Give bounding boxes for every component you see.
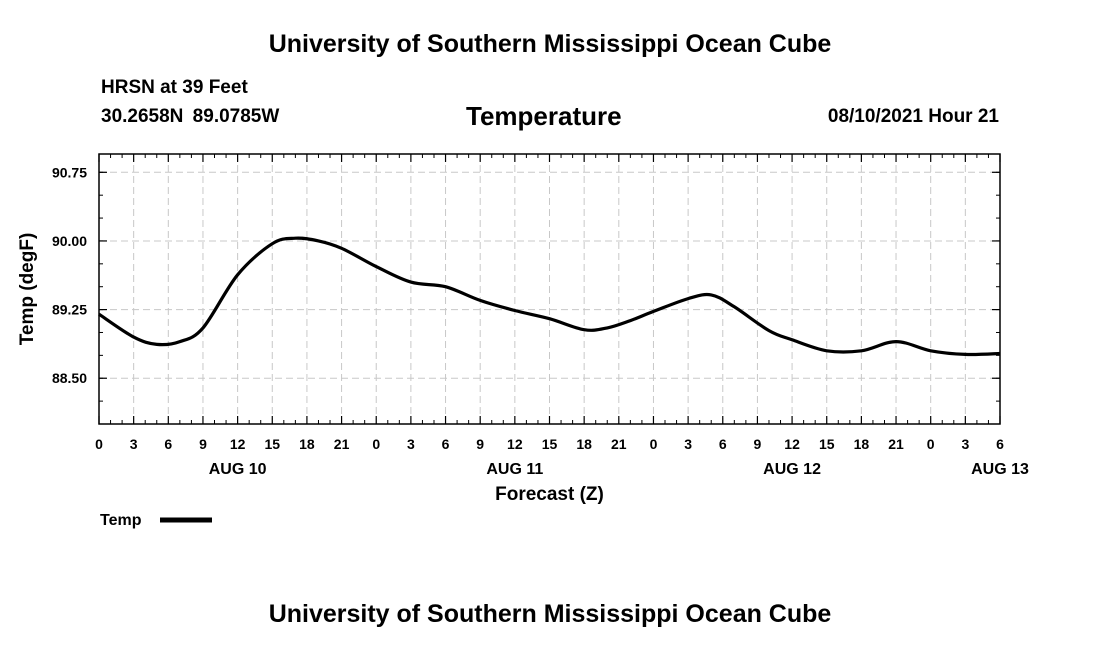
- chart-title: Temperature: [466, 101, 622, 131]
- y-tick-label: 90.75: [52, 164, 87, 180]
- legend: Temp: [100, 512, 212, 529]
- series-line-temp: [98, 236, 1001, 357]
- x-tick-label: 12: [230, 436, 246, 452]
- x-tick-label: 18: [854, 436, 870, 452]
- x-tick-label: 12: [507, 436, 523, 452]
- x-tick-label: 15: [819, 436, 835, 452]
- x-tick-label: 6: [442, 436, 450, 452]
- station-coordinates: 30.2658N 89.0785W: [101, 106, 280, 127]
- legend-label: Temp: [100, 512, 142, 529]
- x-tick-label: 21: [334, 436, 350, 452]
- x-tick-label: 18: [576, 436, 592, 452]
- footer-title: University of Southern Mississippi Ocean…: [268, 600, 832, 628]
- x-tick-label: 3: [407, 436, 415, 452]
- x-date-label: AUG 10: [209, 461, 267, 478]
- station-label: HRSN at 39 Feet: [101, 77, 248, 98]
- y-tick-label: 89.25: [52, 302, 87, 318]
- x-tick-label: 0: [650, 436, 658, 452]
- forecast-timestamp: 08/10/2021 Hour 21: [827, 106, 999, 127]
- x-tick-label: 12: [784, 436, 800, 452]
- x-tick-label: 6: [996, 436, 1004, 452]
- x-tick-label: 15: [264, 436, 280, 452]
- x-tick-label: 3: [130, 436, 138, 452]
- y-axis-label: Temp (degF): [17, 233, 38, 346]
- x-tick-label: 0: [372, 436, 380, 452]
- x-tick-label: 0: [95, 436, 103, 452]
- grid-lines: [99, 154, 1000, 424]
- page-title: University of Southern Mississippi Ocean…: [268, 30, 832, 58]
- x-tick-label: 3: [961, 436, 969, 452]
- x-tick-label: 9: [476, 436, 484, 452]
- x-tick-label: 18: [299, 436, 315, 452]
- x-tick-label: 9: [199, 436, 207, 452]
- x-tick-label: 21: [888, 436, 904, 452]
- x-tick-label: 6: [719, 436, 727, 452]
- plot-frame: [98, 153, 1001, 425]
- axis-labels: 0 3 6 9 12 15 18 21 0 3 6 9 12 15 18 21 0 3 6 9 12 15 18 21 0 3 6 A…: [52, 164, 1029, 478]
- y-tick-label: 90.00: [52, 233, 87, 249]
- y-tick-label: 88.50: [52, 370, 87, 386]
- x-tick-label: 9: [754, 436, 762, 452]
- series-layer: [98, 236, 1001, 357]
- x-date-label: AUG 12: [763, 461, 821, 478]
- x-date-label: AUG 13: [971, 461, 1029, 478]
- x-tick-label: 3: [684, 436, 692, 452]
- x-tick-label: 6: [164, 436, 172, 452]
- x-date-label: AUG 11: [486, 461, 543, 478]
- x-tick-label: 0: [927, 436, 935, 452]
- x-axis-label: Forecast (Z): [495, 484, 604, 505]
- x-tick-label: 21: [611, 436, 627, 452]
- x-tick-label: 15: [542, 436, 558, 452]
